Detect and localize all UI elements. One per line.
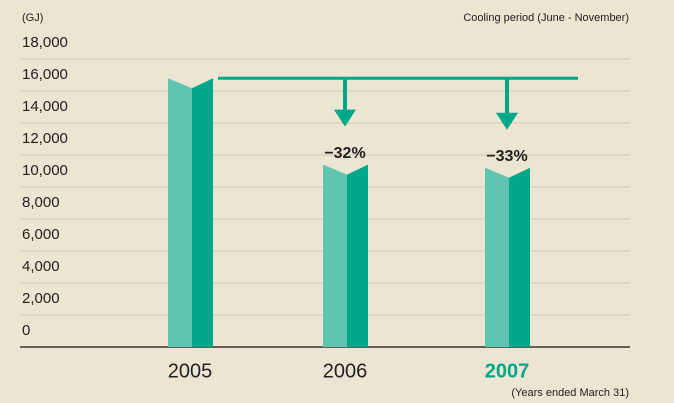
bar-side [347, 164, 368, 347]
y-tick-label: 6,000 [22, 226, 60, 243]
x-note: (Years ended March 31) [511, 387, 629, 399]
x-tick-label: 2005 [168, 360, 213, 382]
y-tick-label: 10,000 [22, 162, 68, 179]
bar-face [323, 164, 347, 347]
annotation: −33% [486, 148, 527, 165]
y-tick-label: 4,000 [22, 258, 60, 275]
subtitle: Cooling period (June - November) [463, 12, 629, 24]
bar-face [485, 167, 509, 347]
x-tick-label: 2006 [323, 360, 368, 382]
y-tick-label: 14,000 [22, 98, 68, 115]
y-tick-label: 0 [22, 322, 30, 339]
y-tick-label: 16,000 [22, 66, 68, 83]
arrow-head [334, 109, 356, 127]
x-tick-label: 2007 [485, 360, 530, 382]
unit-label: (GJ) [22, 12, 43, 24]
y-tick-label: 8,000 [22, 194, 60, 211]
bar-side [192, 78, 213, 347]
arrow-head [496, 112, 518, 130]
y-tick-label: 2,000 [22, 290, 60, 307]
y-tick-label: 12,000 [22, 130, 68, 147]
bar-side [509, 167, 530, 347]
y-tick-label: 18,000 [22, 34, 68, 51]
bar-face [168, 78, 192, 347]
annotation: −32% [324, 145, 365, 162]
